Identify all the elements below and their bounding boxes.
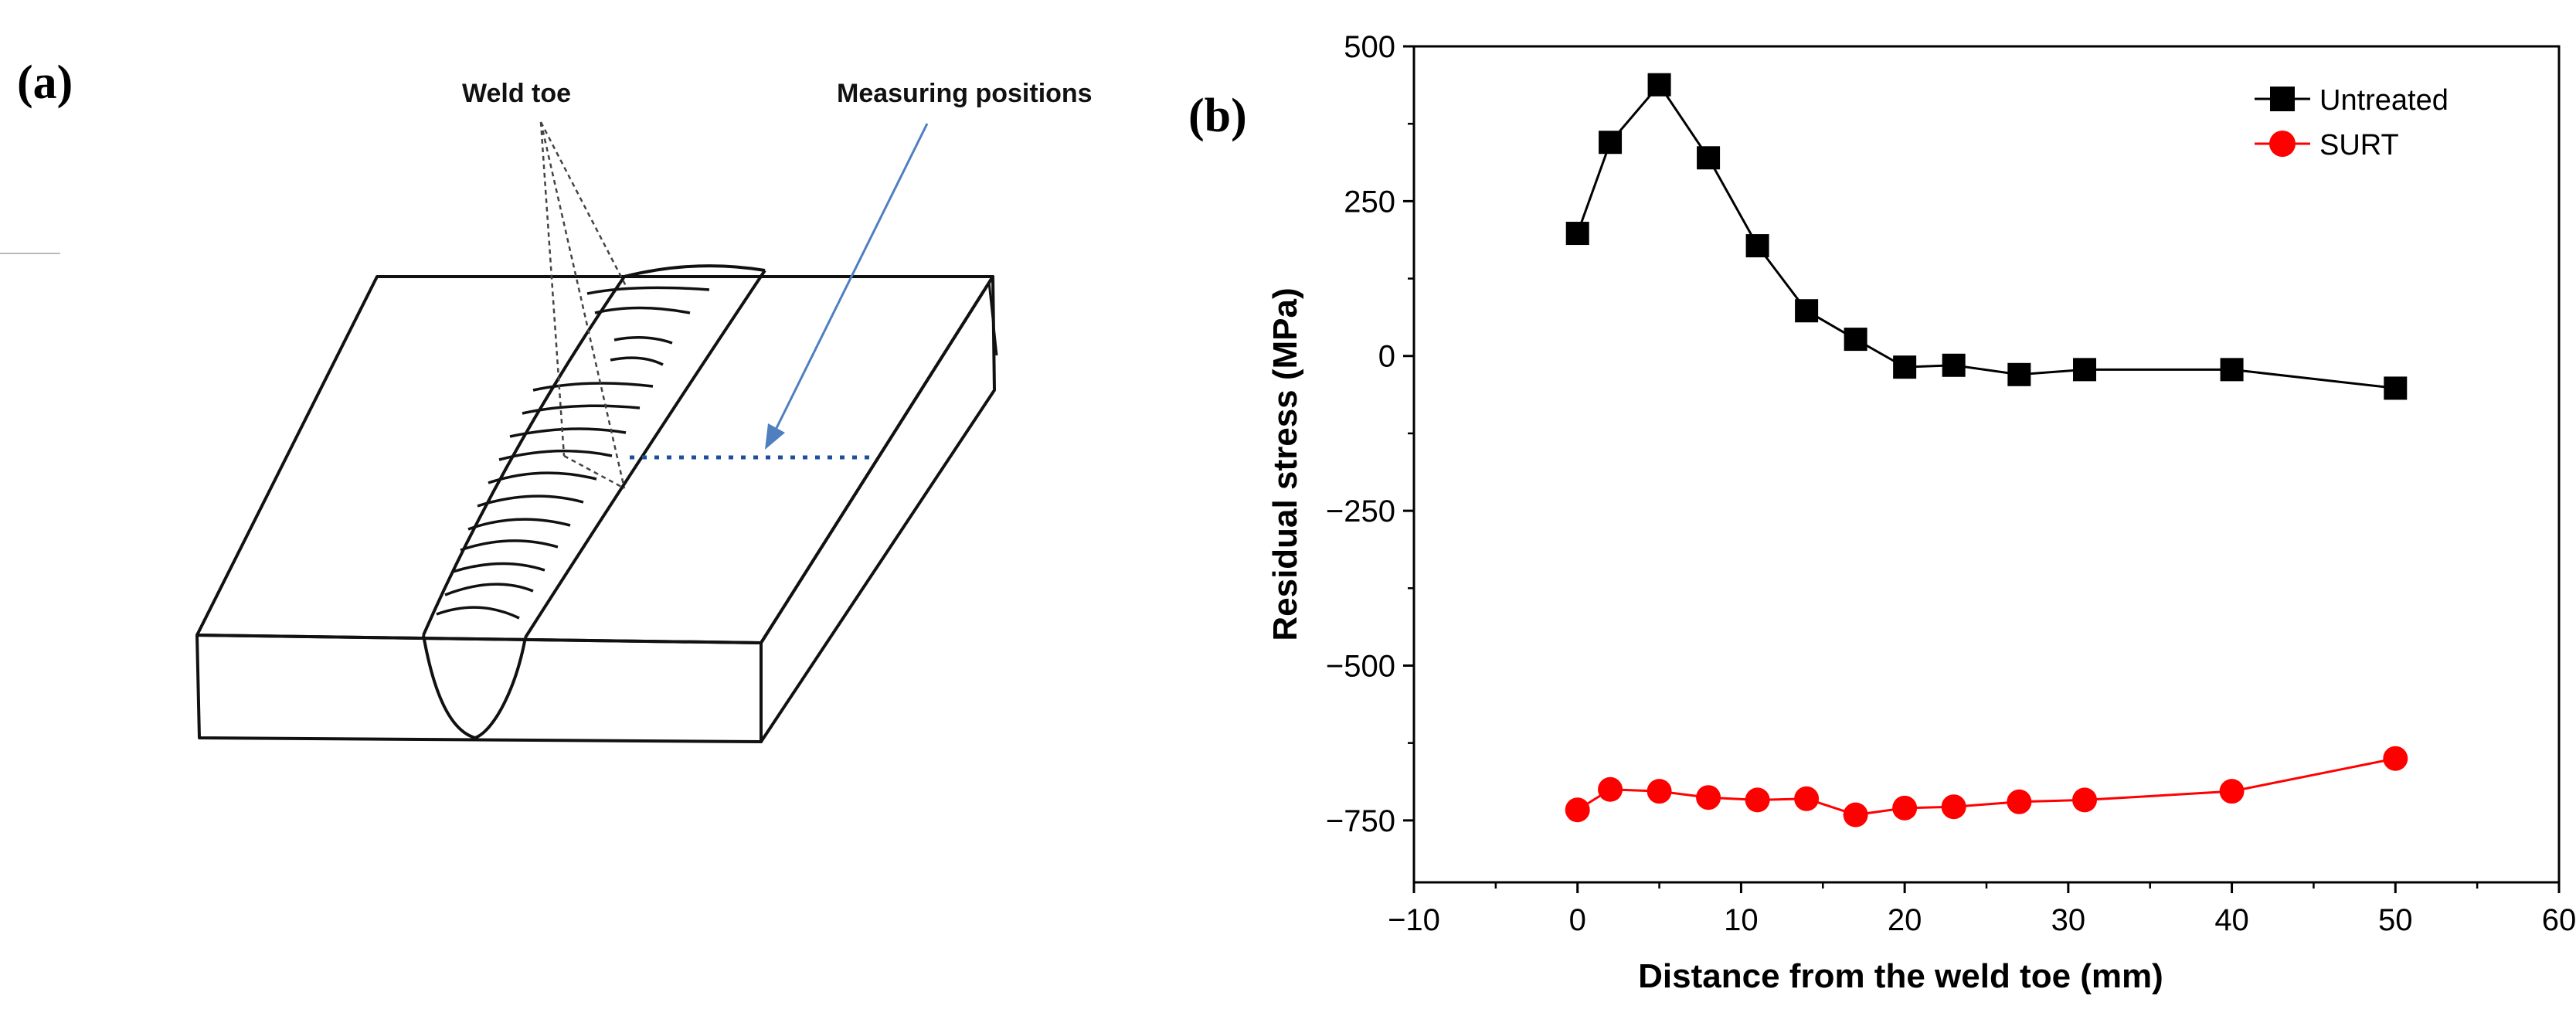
y-tick-label: 500 [1344, 30, 1395, 64]
y-tick-label: −750 [1326, 804, 1395, 838]
legend-label-untreated: Untreated [2319, 84, 2449, 117]
data-point-surt [1598, 776, 1623, 802]
panel-b-label: (b) [1188, 90, 1247, 142]
data-point-surt [1647, 779, 1672, 804]
weld-bead [422, 264, 766, 740]
weld-toe-pointers [539, 121, 627, 490]
data-point-untreated [1795, 299, 1819, 323]
plate-top-face [195, 275, 994, 644]
measuring-positions-label: Measuring positions [837, 79, 1093, 108]
series-line-untreated [1576, 83, 2396, 389]
data-point-untreated [2384, 376, 2408, 400]
y-axis-label: Residual stress (MPa) [1266, 287, 1304, 641]
data-point-untreated [1942, 353, 1966, 377]
data-point-untreated [2073, 358, 2097, 382]
data-point-surt [1696, 785, 1721, 810]
x-axis-label: Distance from the weld toe (mm) [1638, 957, 2163, 995]
legend-label-surt: SURT [2319, 129, 2399, 161]
data-point-surt [1565, 797, 1590, 823]
weld-specimen-sketch: Weld toe Measuring positions [0, 79, 1093, 743]
y-tick-label: 0 [1378, 340, 1395, 374]
y-tick-label: 250 [1344, 185, 1395, 219]
x-tick-label: 50 [2378, 903, 2413, 937]
weld-ripples [436, 286, 710, 620]
panel-a-label: (a) [17, 56, 73, 109]
plate-front-face [195, 634, 763, 743]
x-tick-label: 60 [2542, 903, 2576, 937]
x-tick-label: 40 [2214, 903, 2249, 937]
data-point-untreated [2007, 362, 2031, 386]
data-point-surt [1892, 795, 1918, 821]
measuring-arrow [765, 123, 929, 450]
legend: Untreated SURT [2255, 84, 2449, 161]
data-point-surt [1794, 786, 1820, 811]
data-point-untreated [1647, 73, 1671, 97]
legend-marker-untreated [2270, 87, 2295, 111]
legend-marker-surt [2269, 131, 2296, 157]
data-point-surt [2219, 779, 2245, 804]
data-point-untreated [1844, 328, 1867, 352]
data-point-untreated [1697, 146, 1721, 170]
x-tick-label: 30 [2051, 903, 2086, 937]
data-point-untreated [2220, 358, 2244, 382]
y-tick-label: −500 [1326, 649, 1395, 683]
y-tick-label: −250 [1326, 494, 1395, 528]
data-point-surt [1843, 802, 1868, 827]
data-point-untreated [1893, 355, 1917, 379]
x-tick-label: 10 [1724, 903, 1759, 937]
residual-stress-chart: −10 0 10 20 30 40 50 60 500 250 0 −250 −500 −750 Unt… [1266, 30, 2576, 995]
data-point-untreated [1599, 131, 1623, 155]
data-point-untreated [1745, 234, 1769, 258]
data-point-surt [1941, 794, 1966, 820]
x-tick-label: 20 [1888, 903, 1922, 937]
data-point-surt [2072, 787, 2098, 813]
data-point-untreated [1565, 222, 1589, 246]
data-point-surt [2007, 789, 2032, 814]
plate-right-face [760, 275, 996, 743]
data-point-surt [1745, 787, 1770, 813]
x-tick-label: −10 [1388, 903, 1440, 937]
weld-toe-label: Weld toe [462, 79, 571, 108]
data-point-surt [2383, 746, 2408, 771]
x-tick-label: 0 [1569, 903, 1586, 937]
